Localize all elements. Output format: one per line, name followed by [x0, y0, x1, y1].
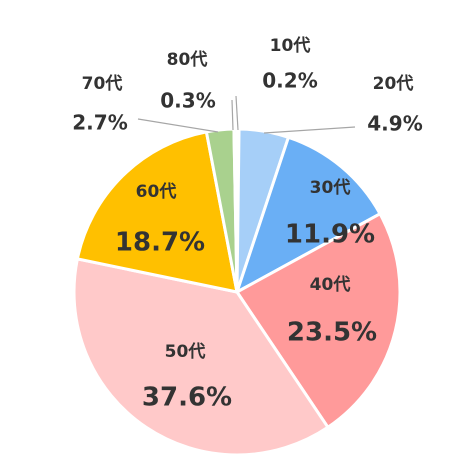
slice-category-label-5: 50代 — [165, 341, 206, 362]
pie-slices — [72, 127, 402, 457]
slice-value-label-2: 4.9% — [367, 112, 422, 136]
slice-category-label-3: 30代 — [310, 177, 351, 198]
slice-labels: 10代 0.2% 20代 4.9% 30代 11.9% 40代 23.5% 50代 37.6% 60… — [72, 35, 422, 413]
leader-line-8 — [231, 99, 234, 131]
leader-lines — [137, 95, 356, 134]
pie-slice-3 — [235, 135, 382, 294]
slice-category-label-8: 80代 — [167, 49, 208, 70]
pie-slice-8 — [232, 127, 239, 294]
leader-line-2 — [263, 126, 356, 134]
leader-line-1 — [235, 95, 239, 131]
pie-slice-5 — [72, 257, 330, 457]
slice-value-label-3: 11.9% — [285, 220, 375, 250]
slice-category-label-7: 70代 — [82, 73, 123, 94]
slice-value-label-7: 2.7% — [72, 111, 127, 135]
leader-line-7 — [137, 118, 219, 133]
pie-slice-4 — [235, 212, 402, 429]
slice-category-label-2: 20代 — [373, 73, 414, 94]
slice-value-label-4: 23.5% — [287, 318, 377, 348]
slice-value-label-5: 37.6% — [142, 383, 232, 413]
slice-category-label-4: 40代 — [310, 274, 351, 295]
slice-value-label-6: 18.7% — [115, 228, 205, 258]
slice-category-label-6: 60代 — [136, 181, 177, 202]
slice-value-label-1: 0.2% — [262, 69, 317, 93]
slice-category-label-1: 10代 — [270, 35, 311, 56]
pie-slice-6 — [75, 130, 239, 294]
slice-value-label-8: 0.3% — [160, 89, 215, 113]
